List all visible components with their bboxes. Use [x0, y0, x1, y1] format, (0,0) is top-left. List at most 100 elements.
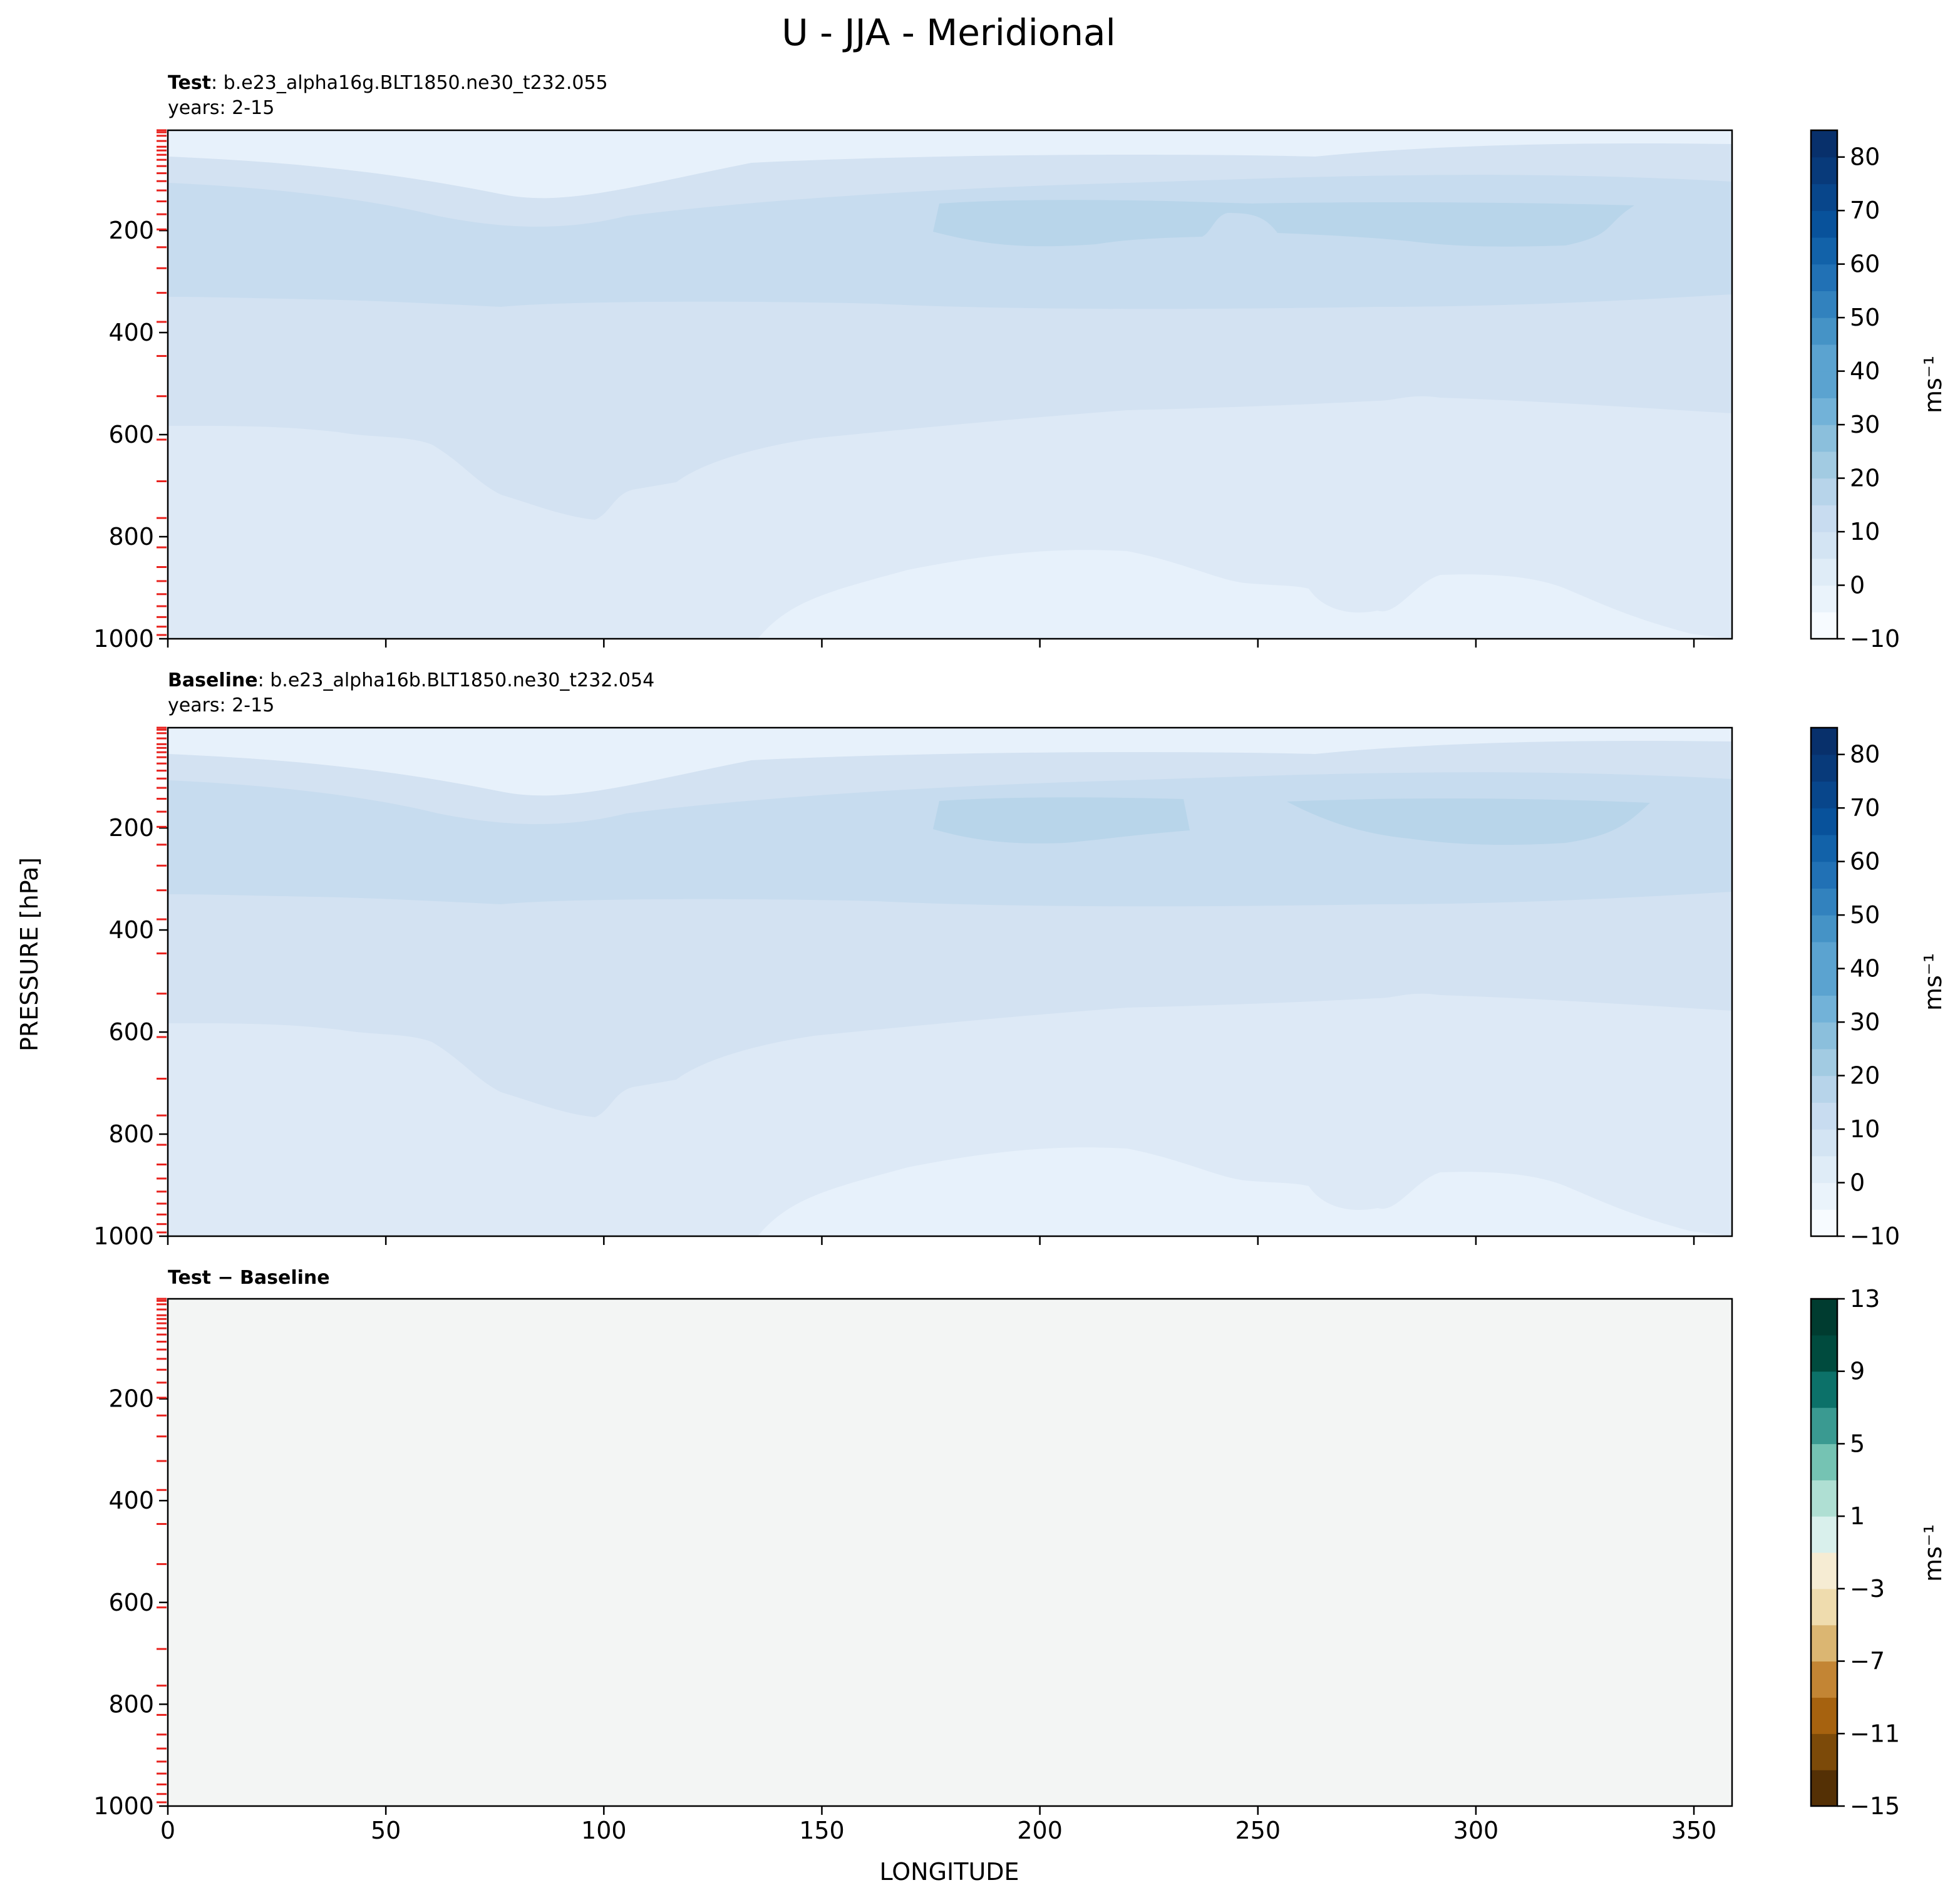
colorbar-segment: [1811, 1299, 1837, 1336]
panel-baseline-frame: [167, 726, 1733, 1237]
panel-difference-name: Test − Baseline: [168, 1267, 330, 1289]
y-tick-label: 600: [108, 1589, 154, 1616]
y-tick-label: 600: [108, 1018, 154, 1046]
y-tick-label: 400: [108, 1487, 154, 1514]
colorbar-segment: [1811, 754, 1837, 782]
colorbar-tick-label: −10: [1850, 625, 1900, 653]
x-tick-label: 50: [371, 1817, 401, 1844]
panel-baseline-name: Baseline: [168, 669, 258, 691]
band-4-west: [933, 797, 1190, 844]
panel-baseline-y-ticks: 200 400 600 800 1000: [93, 814, 168, 1250]
colorbar-tick-label: 20: [1850, 465, 1880, 492]
colorbar-tick-label: 40: [1850, 358, 1880, 385]
colorbar-segment: [1811, 1552, 1837, 1589]
colorbar-segment: [1811, 995, 1837, 1023]
colorbar-frame: [1810, 726, 1839, 1237]
panel-baseline-plot: [168, 728, 1732, 1236]
y-tick-label: 800: [108, 523, 154, 550]
colorbar-segment: [1811, 130, 1837, 158]
x-axis-label: LONGITUDE: [879, 1858, 1019, 1886]
colorbar-segment: [1811, 612, 1837, 639]
colorbar-segment: [1811, 478, 1837, 505]
colorbar-segment: [1811, 237, 1837, 265]
colorbar-segment: [1811, 861, 1837, 889]
colorbar-tick-label: 50: [1850, 304, 1880, 331]
colorbar-segment: [1811, 1407, 1837, 1445]
colorbar-segment: [1811, 1102, 1837, 1130]
colorbar-tick-label: 30: [1850, 1008, 1880, 1036]
panel-test-frame: [167, 129, 1733, 640]
x-tick-label: 300: [1453, 1817, 1499, 1844]
colorbar-segment: [1811, 1209, 1837, 1237]
colorbar-segment: [1811, 1733, 1837, 1770]
panel-baseline-colorbar-label: ms⁻¹: [1919, 953, 1947, 1011]
panel-test-case: : b.e23_alpha16g.BLT1850.ne30_t232.055: [211, 72, 608, 94]
panel-test-plot: [168, 130, 1732, 639]
colorbar-segment: [1811, 1661, 1837, 1698]
x-tick-label: 100: [581, 1817, 627, 1844]
colorbar-segment: [1811, 781, 1837, 808]
colorbar-segment: [1811, 1075, 1837, 1103]
colorbar-segment: [1811, 371, 1837, 398]
panel-difference-frame: [167, 1298, 1733, 1807]
panel-test-x-ticks: [167, 639, 1695, 648]
y-tick-label: 800: [108, 1120, 154, 1148]
colorbar-tick-label: −3: [1850, 1575, 1885, 1603]
colorbar-segment: [1811, 558, 1837, 586]
y-tick-label: 600: [108, 421, 154, 448]
colorbar-tick-label: −15: [1850, 1792, 1900, 1820]
panel-difference-colorbar: −15 −11 −7 −3 1 5 9 13: [1810, 1285, 1900, 1820]
colorbar-tick-label: −11: [1850, 1720, 1900, 1747]
y-tick-label: 1000: [93, 1792, 154, 1820]
colorbar-frame: [1810, 129, 1839, 640]
colorbar-tick-label: 80: [1850, 741, 1880, 768]
panel-baseline-colorbar: −10 0 10 20 30 40 50 60 70 80: [1810, 726, 1900, 1250]
y-tick-label: 800: [108, 1690, 154, 1718]
x-tick-label: 200: [1017, 1817, 1063, 1844]
panel-test-name: Test: [168, 72, 211, 94]
colorbar-tick-label: 0: [1850, 1169, 1865, 1197]
panel-difference-level-marks: [157, 1298, 167, 1804]
panel-baseline-subtitle: years: 2-15: [168, 694, 274, 716]
panel-test-colorbar-label: ms⁻¹: [1919, 356, 1947, 413]
colorbar-segment: [1811, 1335, 1837, 1372]
colorbar-tick-label: 70: [1850, 794, 1880, 822]
x-tick-label: 150: [799, 1817, 845, 1844]
colorbar-tick-label: 70: [1850, 197, 1880, 224]
y-tick-label: 200: [108, 814, 154, 842]
colorbar-segment: [1811, 1371, 1837, 1408]
colorbar-segment: [1811, 318, 1837, 345]
colorbar-segment: [1811, 888, 1837, 916]
colorbar-segment: [1811, 451, 1837, 479]
colorbar-segment: [1811, 210, 1837, 238]
colorbar-segment: [1811, 1516, 1837, 1553]
colorbar-segment: [1811, 728, 1837, 755]
colorbar-tick-label: 40: [1850, 955, 1880, 983]
panel-baseline: Baseline: b.e23_alpha16b.BLT1850.ne30_t2…: [93, 669, 1947, 1250]
colorbar-tick-label: 13: [1850, 1285, 1880, 1313]
colorbar-segment: [1811, 157, 1837, 185]
colorbar-segment: [1811, 1443, 1837, 1480]
colorbar-tick-label: −7: [1850, 1648, 1885, 1675]
colorbar-tick-label: 10: [1850, 1115, 1880, 1143]
panel-test: Test: b.e23_alpha16g.BLT1850.ne30_t232.0…: [93, 72, 1947, 653]
colorbar-segment: [1811, 1697, 1837, 1734]
panel-test-y-ticks: 200 400 600 800 1000: [93, 217, 168, 653]
panel-difference-title: Test − Baseline: [168, 1267, 330, 1289]
panel-difference: Test − Baseline 0 50 100 150 200 250 300 350 20…: [93, 1267, 1947, 1844]
panel-test-title: Test: b.e23_alpha16g.BLT1850.ne30_t232.0…: [168, 72, 608, 94]
colorbar-segment: [1811, 1624, 1837, 1662]
y-tick-label: 400: [108, 916, 154, 944]
colorbar-segment: [1811, 1770, 1837, 1807]
figure-title: U - JJA - Meridional: [781, 11, 1115, 54]
panel-test-subtitle: years: 2-15: [168, 97, 274, 119]
colorbar-segment: [1811, 834, 1837, 862]
colorbar-tick-label: 80: [1850, 143, 1880, 171]
colorbar-segment: [1811, 425, 1837, 452]
x-tick-label: 350: [1671, 1817, 1717, 1844]
colorbar-tick-label: 30: [1850, 411, 1880, 438]
y-tick-label: 400: [108, 319, 154, 346]
y-tick-label: 200: [108, 1385, 154, 1413]
colorbar-segment: [1811, 1048, 1837, 1076]
panel-test-level-marks: [157, 129, 167, 636]
